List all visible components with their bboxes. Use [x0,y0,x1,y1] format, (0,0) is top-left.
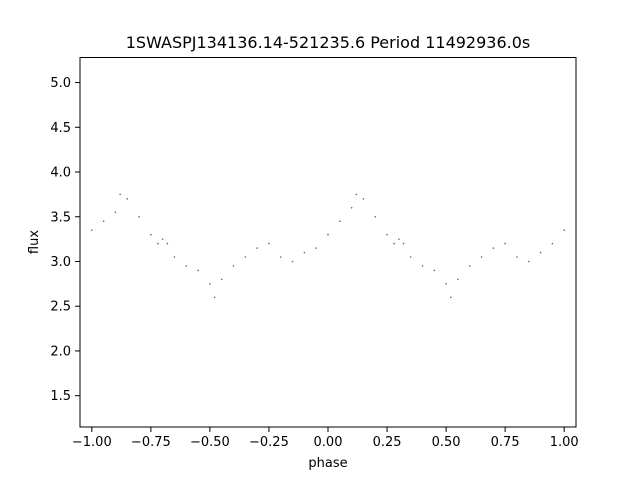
y-axis-ticks: 1.5 2.0 2.5 3.0 3.5 4.0 4.5 5.0 [50,76,80,404]
x-tick-label: 0.25 [373,435,402,450]
x-tick-label: −0.25 [249,435,289,450]
data-point [355,193,358,196]
chart-title: 1SWASPJ134136.14-521235.6 Period 1149293… [126,33,531,52]
data-point [213,296,216,299]
data-point [291,260,294,263]
y-tick-label: 2.5 [50,300,71,315]
data-point [409,256,412,258]
y-tick-label: 3.5 [50,210,71,225]
data-point [398,238,400,240]
data-point [185,265,188,267]
data-point [220,278,223,281]
plot-frame [79,57,577,428]
data-point [421,265,424,267]
data-point [119,193,121,196]
data-point [256,247,258,249]
data-point [303,251,306,254]
data-point [433,269,436,272]
data-point [279,256,282,258]
data-point [445,283,447,285]
y-tick-label: 4.5 [50,121,71,136]
y-tick-label: 3.0 [50,255,71,270]
data-point [126,198,129,200]
data-point [468,265,471,267]
data-point [232,265,235,267]
data-point [386,233,388,236]
data-point [150,233,152,236]
data-point [563,229,565,231]
data-point [551,242,554,245]
data-point [339,220,341,223]
data-point [504,242,506,245]
data-point [315,247,317,249]
x-tick-label: 1.00 [550,435,579,450]
data-points [91,193,565,299]
x-axis-ticks: −1.00 −0.75 −0.50 −0.25 0.00 0.25 0.50 0.75 1.00 [72,427,579,450]
data-point [157,242,159,245]
data-point [350,207,353,209]
data-point [457,278,459,281]
data-point [166,242,169,245]
data-point [197,269,199,272]
data-point [527,260,530,263]
data-point [161,238,164,240]
x-tick-label: −1.00 [72,435,112,450]
data-point [91,229,93,231]
y-tick-label: 5.0 [50,76,71,91]
data-point [539,251,542,254]
y-tick-label: 2.0 [50,344,71,359]
x-tick-label: 0.00 [314,435,343,450]
data-point [492,247,495,249]
y-tick-label: 1.5 [50,389,71,404]
data-point [362,198,365,200]
x-tick-label: 0.50 [432,435,461,450]
data-point [480,256,483,258]
x-axis-label: phase [308,456,347,471]
data-point [393,242,395,245]
data-point [244,256,247,258]
data-point [114,211,117,214]
data-point [327,233,329,236]
x-tick-label: −0.50 [190,435,230,450]
y-axis-label: flux [27,230,42,254]
data-point [138,215,140,218]
data-point [402,242,405,245]
data-point [173,256,176,258]
data-point [209,283,211,285]
x-tick-label: 0.75 [491,435,520,450]
data-point [268,242,270,245]
data-point [516,256,518,258]
data-point [450,296,452,299]
data-point [102,220,105,223]
x-tick-label: −0.75 [131,435,171,450]
data-point [374,215,377,218]
y-tick-label: 4.0 [50,166,71,181]
